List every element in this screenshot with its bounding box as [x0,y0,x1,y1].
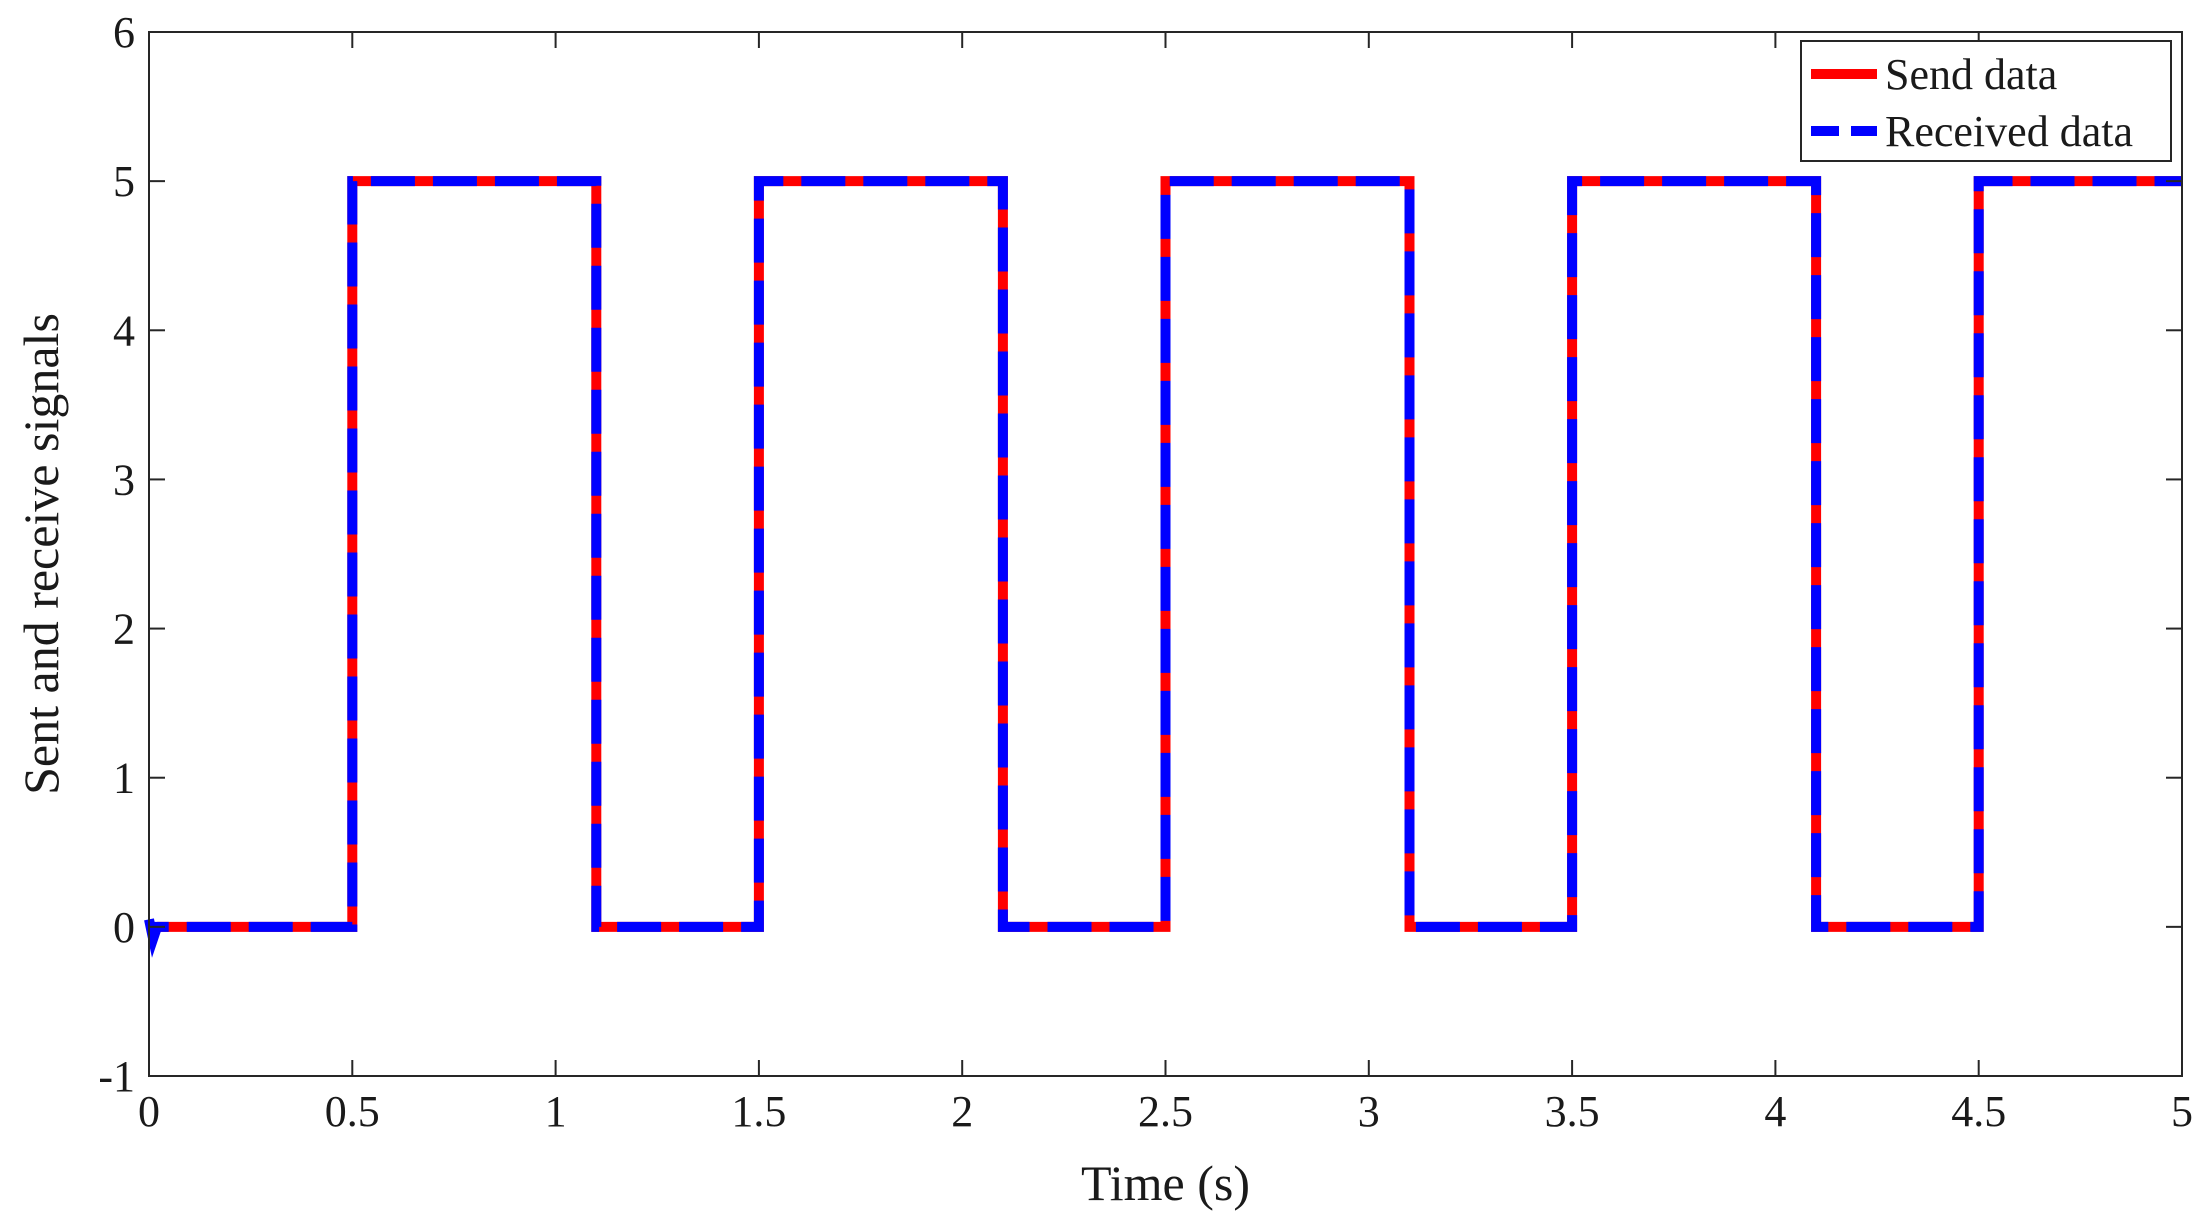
legend-label-send-data: Send data [1885,50,2057,99]
legend: Send data Received data [1800,40,2172,162]
series-layer [144,176,2182,958]
y-tick-labels: -1 0 1 2 3 4 5 6 [98,8,135,1101]
y-tick-label: 1 [113,754,135,803]
x-tick-label: 5 [2171,1087,2193,1136]
x-tick-label: 1 [545,1087,567,1136]
y-axis-label: Sent and receive signals [13,313,69,795]
x-tick-label: 0.5 [325,1087,380,1136]
x-tick-label: 4.5 [1951,1087,2006,1136]
x-tick-label: 2.5 [1138,1087,1193,1136]
legend-label-received-data: Received data [1885,107,2133,156]
y-tick-label: 6 [113,8,135,57]
x-tick-label: 4 [1764,1087,1786,1136]
legend-box [1800,40,2172,162]
y-tick-label: 3 [113,455,135,504]
x-tick-labels: 0 0.5 1 1.5 2 2.5 3 3.5 4 4.5 5 [138,1087,2193,1136]
y-tick-label: 5 [113,157,135,206]
x-tick-label: 3 [1358,1087,1380,1136]
y-tick-label: 2 [113,605,135,654]
series-line-received-data [144,176,2182,958]
x-tick-label: 3.5 [1545,1087,1600,1136]
y-tick-label: 4 [113,306,135,355]
x-axis-label: Time (s) [1081,1155,1250,1211]
x-tick-label: 2 [951,1087,973,1136]
x-tick-label: 0 [138,1087,160,1136]
x-tick-label: 1.5 [731,1087,786,1136]
y-tick-label: -1 [98,1052,135,1101]
y-tick-label: 0 [113,903,135,952]
